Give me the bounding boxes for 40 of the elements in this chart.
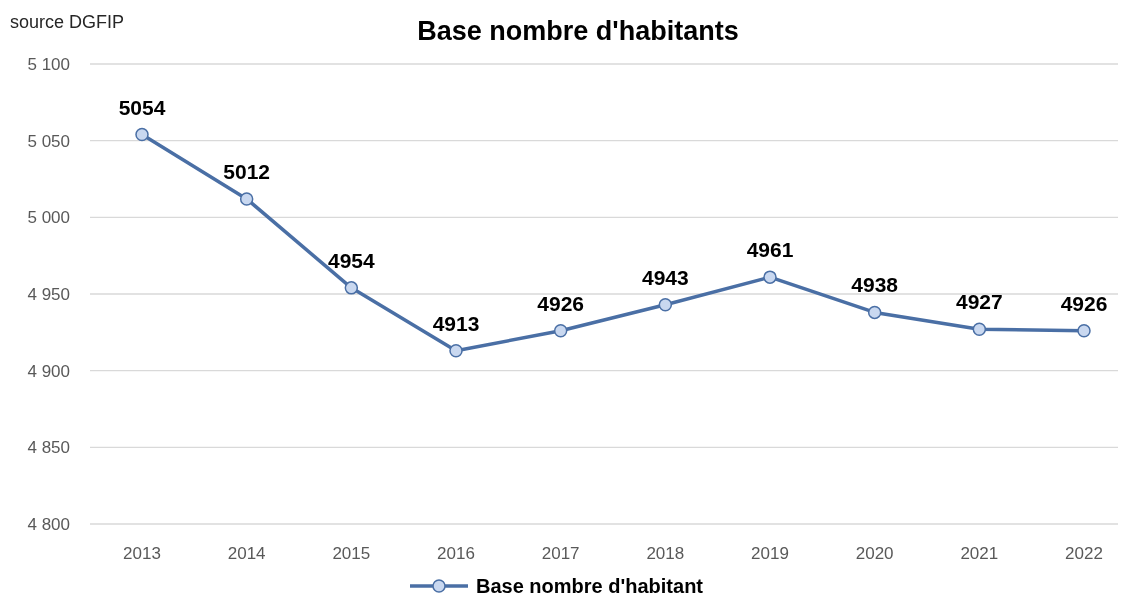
- point: [344, 281, 359, 295]
- data-label: 5012: [223, 159, 271, 183]
- data-label: 4943: [641, 265, 689, 289]
- chart-title: Base nombre d'habitants: [417, 16, 739, 46]
- point: [135, 127, 149, 142]
- data-label: 4954: [327, 248, 376, 272]
- data-label: 5054: [118, 95, 166, 119]
- y-tick-label: 4 850: [27, 438, 70, 458]
- point: [1077, 324, 1091, 338]
- x-tick-label: 2018: [646, 544, 685, 563]
- point: [658, 297, 673, 312]
- x-tick-label: 2013: [123, 544, 161, 563]
- x-tick-label: 2020: [855, 544, 894, 563]
- point: [763, 270, 777, 284]
- y-tick-label: 5 000: [27, 208, 70, 228]
- data-label: 4938: [851, 273, 899, 297]
- data-label: 4926: [537, 291, 585, 315]
- y-tick-label: 4 800: [27, 515, 70, 534]
- x-tick-label: 2019: [751, 544, 789, 563]
- x-tick-label: 2015: [332, 544, 371, 563]
- data-label: 4913: [432, 311, 480, 335]
- x-tick-label: 2016: [437, 544, 475, 563]
- y-tick-label: 4 900: [27, 361, 70, 381]
- x-tick-label: 2021: [960, 544, 999, 563]
- x-tick-label: 2014: [227, 544, 266, 563]
- y-tick-label: 4 950: [27, 285, 70, 304]
- x-tick-label: 2022: [1065, 544, 1103, 563]
- point: [239, 192, 254, 206]
- y-tick-label: 5 100: [27, 55, 70, 74]
- source-note: source DGFIP: [10, 12, 125, 32]
- point: [449, 343, 463, 358]
- point: [553, 324, 568, 338]
- y-tick-label: 5 050: [27, 131, 70, 151]
- x-tick-label: 2017: [541, 544, 580, 563]
- data-label: 4927: [955, 290, 1003, 314]
- data-label: 4926: [1060, 291, 1108, 315]
- legend-label: Base nombre d'habitant: [476, 575, 704, 595]
- point: [972, 322, 987, 337]
- point: [867, 305, 882, 320]
- data-label: 4961: [746, 238, 794, 262]
